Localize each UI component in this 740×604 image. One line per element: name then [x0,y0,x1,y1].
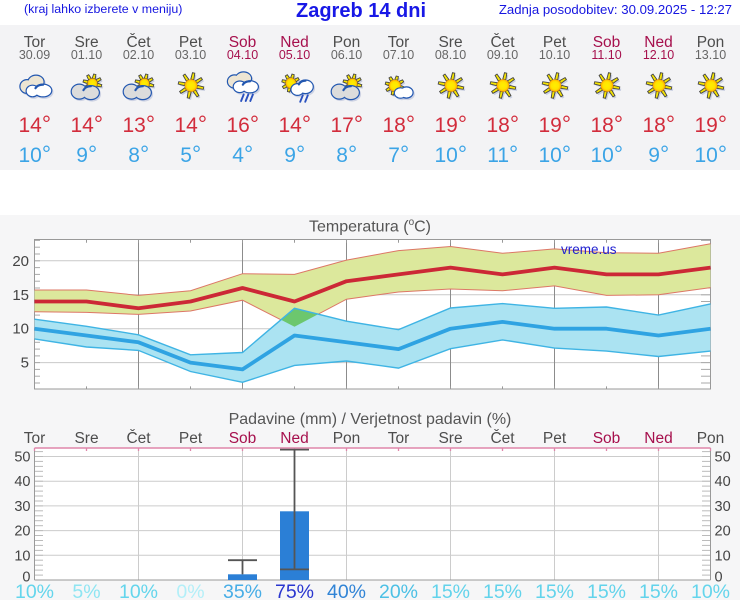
svg-text:40: 40 [715,474,731,490]
svg-text:50: 50 [14,450,30,466]
svg-text:50: 50 [715,450,731,466]
svg-text:30: 30 [14,499,30,515]
svg-text:15: 15 [12,287,29,304]
svg-text:10: 10 [12,321,29,338]
svg-text:20: 20 [14,524,30,540]
svg-text:40: 40 [14,474,30,490]
svg-text:0: 0 [715,570,723,586]
svg-text:5: 5 [21,355,29,372]
svg-text:10: 10 [14,548,30,564]
svg-text:20: 20 [12,253,29,270]
svg-text:10: 10 [715,548,731,564]
svg-text:0: 0 [22,570,30,586]
svg-text:30: 30 [715,499,731,515]
svg-text:20: 20 [715,524,731,540]
